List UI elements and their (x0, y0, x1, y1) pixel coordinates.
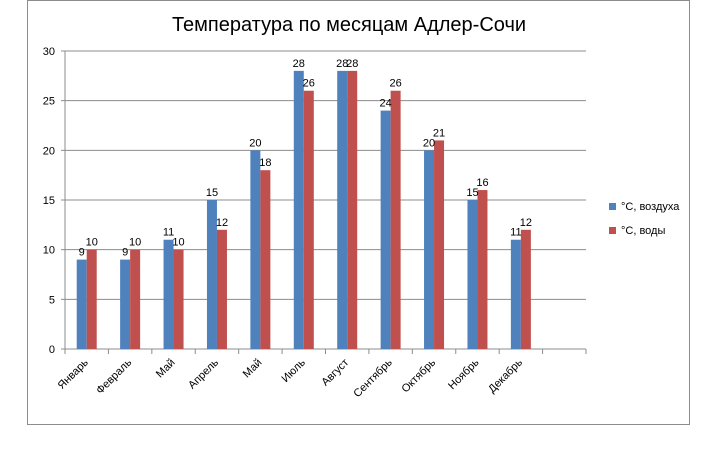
category-label: Февраль (94, 356, 134, 396)
legend-label: °C, воздуха (621, 201, 680, 213)
data-label: 12 (520, 217, 532, 229)
bar-air (206, 200, 217, 349)
bar-air (293, 70, 304, 349)
data-label: 15 (206, 187, 218, 199)
data-label: 16 (476, 177, 488, 189)
category-label: Октябрь (400, 356, 439, 395)
bar-water (303, 90, 314, 349)
data-label: 15 (466, 187, 478, 199)
bar-water (216, 229, 227, 349)
bar-water (434, 140, 445, 349)
bar-water (520, 229, 531, 349)
bar-air (163, 239, 174, 349)
legend: °C, воздуха °C, воды (609, 201, 680, 237)
bar-air (510, 239, 521, 349)
y-tick-label: 5 (49, 294, 55, 306)
category-label: Август (319, 357, 351, 389)
chart-frame (27, 0, 690, 425)
category-label: Июль (280, 356, 309, 385)
bar-water (347, 70, 358, 349)
data-label: 10 (129, 237, 141, 249)
y-tick-label: 0 (49, 344, 55, 356)
data-label: 12 (216, 217, 228, 229)
data-label: 20 (249, 137, 261, 149)
bar-air (380, 110, 391, 349)
bar-air (120, 259, 131, 349)
data-label: 11 (510, 227, 521, 239)
bar-water (390, 90, 401, 349)
data-label: 9 (79, 247, 85, 259)
category-label: Ноябрь (446, 356, 482, 392)
y-tick-label: 25 (43, 96, 55, 108)
data-label: 10 (172, 237, 184, 249)
y-tick-label: 15 (43, 195, 55, 207)
bar-air (76, 259, 87, 349)
bar-water (130, 249, 141, 349)
data-label: 28 (346, 58, 358, 70)
category-label: Май (154, 357, 178, 381)
legend-swatch (609, 203, 616, 210)
bar-water (86, 249, 97, 349)
data-label: 21 (433, 127, 445, 139)
axes: 0 5 10 15 20 25 30 (43, 46, 587, 356)
legend-swatch (609, 227, 616, 234)
bar-water (173, 249, 184, 349)
data-label: 28 (336, 58, 348, 70)
data-label: 10 (86, 237, 98, 249)
y-tick-label: 30 (43, 46, 55, 58)
bar-water (260, 170, 271, 349)
data-label: 11 (163, 227, 174, 239)
data-label: 24 (380, 98, 392, 110)
y-tick-label: 10 (43, 245, 55, 257)
category-label: Май (241, 357, 265, 381)
bar-water (477, 190, 488, 349)
data-label: 26 (303, 78, 315, 90)
category-label: Январь (56, 356, 91, 391)
bar-air (337, 70, 348, 349)
category-label: Декабрь (486, 356, 525, 395)
bar-air (467, 200, 478, 349)
data-label: 28 (293, 58, 305, 70)
category-label: Сентябрь (351, 356, 395, 400)
category-label: Апрель (186, 356, 221, 391)
data-label: 9 (122, 247, 128, 259)
data-label: 26 (390, 78, 402, 90)
chart-title: Температура по месяцам Адлер-Сочи (172, 14, 526, 36)
y-tick-label: 20 (43, 145, 55, 157)
bar-air (424, 150, 435, 349)
data-label: 18 (259, 157, 271, 169)
bar-air (250, 150, 261, 349)
gridlines (65, 50, 586, 350)
bars (76, 70, 531, 349)
category-labels: Январь Февраль Май Апрель Май Июль Август Сентя… (56, 356, 526, 400)
data-label: 20 (423, 137, 435, 149)
legend-label: °C, воды (621, 225, 665, 237)
